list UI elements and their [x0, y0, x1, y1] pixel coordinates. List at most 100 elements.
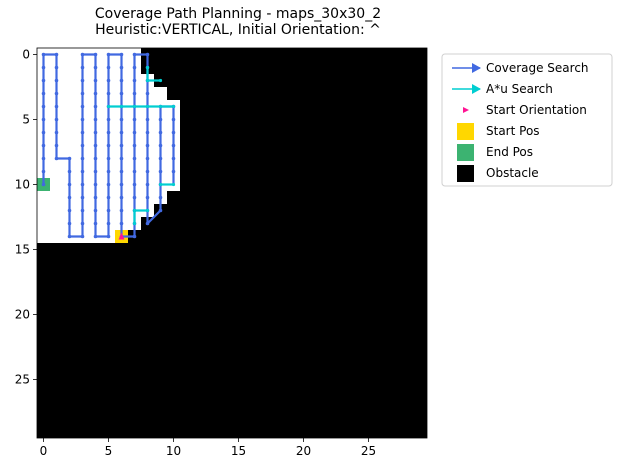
coverage-point — [41, 52, 46, 57]
astar-point — [106, 104, 111, 109]
coverage-point — [132, 117, 137, 122]
coverage-point — [41, 91, 46, 96]
coverage-point — [93, 143, 98, 148]
coverage-point — [80, 195, 85, 200]
coverage-point — [106, 65, 111, 70]
coverage-point — [80, 65, 85, 70]
astar-point — [145, 65, 150, 70]
coverage-point — [145, 117, 150, 122]
coverage-point — [54, 156, 59, 161]
coverage-point — [93, 117, 98, 122]
coverage-point — [145, 221, 150, 226]
axes-frame — [36, 47, 428, 439]
coverage-point — [119, 169, 124, 174]
coverage-point — [158, 117, 163, 122]
coverage-point — [119, 52, 124, 57]
astar-point — [119, 104, 124, 109]
x-tick-label: 25 — [361, 444, 376, 458]
coverage-point — [80, 234, 85, 239]
coverage-point — [41, 78, 46, 83]
astar-point — [145, 104, 150, 109]
coverage-point — [54, 78, 59, 83]
x-tick-label: 10 — [166, 444, 181, 458]
coverage-point — [106, 195, 111, 200]
legend-label: A*u Search — [486, 82, 553, 96]
coverage-point — [93, 104, 98, 109]
coverage-point — [158, 195, 163, 200]
coverage-point — [106, 78, 111, 83]
coverage-point — [93, 234, 98, 239]
coverage-point — [106, 221, 111, 226]
coverage-point — [54, 104, 59, 109]
coverage-point — [80, 78, 85, 83]
legend-label: Coverage Search — [486, 61, 589, 75]
coverage-point — [106, 91, 111, 96]
astar-point — [158, 182, 163, 187]
coverage-point — [93, 130, 98, 135]
coverage-point — [80, 182, 85, 187]
coverage-point — [80, 156, 85, 161]
coverage-point — [132, 182, 137, 187]
coverage-point — [106, 182, 111, 187]
coverage-point — [41, 169, 46, 174]
legend-handle-arrow — [472, 63, 481, 73]
coverage-point — [80, 169, 85, 174]
coverage-point — [171, 130, 176, 135]
coverage-point — [119, 208, 124, 213]
coverage-point — [158, 208, 163, 213]
coverage-point — [67, 234, 72, 239]
coverage-point — [158, 156, 163, 161]
legend-label: Start Orientation — [486, 103, 587, 117]
coverage-point — [119, 117, 124, 122]
coverage-point — [145, 143, 150, 148]
coverage-point — [93, 169, 98, 174]
astar-point — [171, 182, 176, 187]
astar-point — [158, 104, 163, 109]
coverage-point — [145, 91, 150, 96]
coverage-point — [119, 65, 124, 70]
legend-handle-orientation — [463, 107, 469, 113]
astar-point — [145, 78, 150, 83]
coverage-point — [93, 52, 98, 57]
coverage-point — [93, 78, 98, 83]
coverage-point — [93, 208, 98, 213]
astar-point — [132, 221, 137, 226]
coverage-point — [54, 52, 59, 57]
coverage-point — [158, 143, 163, 148]
coverage-point — [80, 208, 85, 213]
coverage-point — [171, 143, 176, 148]
y-tick-label: 0 — [22, 48, 30, 62]
coverage-point — [93, 182, 98, 187]
coverage-point — [80, 52, 85, 57]
coverage-point — [132, 91, 137, 96]
coverage-point — [119, 143, 124, 148]
astar-point — [132, 208, 137, 213]
astar-point — [145, 208, 150, 213]
chart-title: Coverage Path Planning - maps_30x30_2 He… — [38, 6, 438, 38]
legend-handle-square — [457, 144, 474, 161]
legend-handle-square — [457, 123, 474, 140]
coverage-point — [145, 52, 150, 57]
coverage-point — [106, 52, 111, 57]
coverage-point — [54, 117, 59, 122]
coverage-point — [80, 143, 85, 148]
plot-area — [36, 47, 428, 439]
start-orientation-arrow — [118, 232, 125, 240]
coverage-point — [106, 156, 111, 161]
astar-point — [171, 104, 176, 109]
coverage-point — [106, 234, 111, 239]
coverage-point — [171, 156, 176, 161]
chart-title-line-2: Heuristic:VERTICAL, Initial Orientation:… — [95, 22, 381, 38]
coverage-point — [145, 130, 150, 135]
legend-label: End Pos — [486, 145, 533, 159]
legend-label: Obstacle — [486, 166, 539, 180]
coverage-point — [119, 91, 124, 96]
coverage-point — [67, 169, 72, 174]
coverage-point — [80, 104, 85, 109]
y-tick-label: 10 — [15, 178, 30, 192]
astar-point — [158, 78, 163, 83]
coverage-point — [106, 169, 111, 174]
free-cell-row — [37, 217, 141, 230]
y-tick-label: 5 — [22, 113, 30, 127]
